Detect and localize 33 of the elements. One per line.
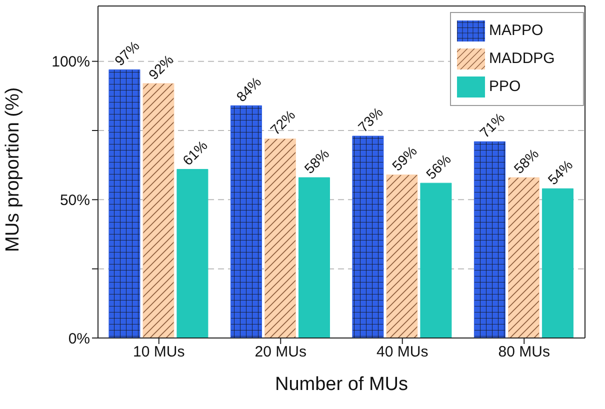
- bar: [508, 177, 540, 338]
- data-label: 97%: [111, 38, 142, 69]
- bar: [264, 138, 296, 338]
- data-label: 71%: [476, 110, 508, 141]
- bar: [176, 168, 208, 338]
- y-tick-label: 50%: [60, 192, 90, 209]
- legend-label: MAPPO: [489, 22, 544, 40]
- x-tick-label: 20 MUs: [254, 344, 306, 361]
- x-tick-label: 10 MUs: [133, 344, 185, 361]
- legend-label: PPO: [489, 78, 521, 96]
- data-label: 72%: [267, 106, 298, 138]
- y-tick-label: 100%: [52, 54, 90, 71]
- data-label: 59%: [388, 142, 420, 174]
- x-tick-label: 80 MUs: [498, 344, 550, 361]
- data-label: 73%: [354, 104, 386, 136]
- bar: [230, 105, 262, 338]
- data-label: 61%: [179, 137, 210, 168]
- y-axis-title: MUs proportion (%): [2, 87, 24, 252]
- data-label: 54%: [544, 156, 576, 188]
- bar: [420, 182, 452, 338]
- x-tick-label: 40 MUs: [376, 344, 428, 361]
- bar: [108, 69, 140, 338]
- x-axis-title: Number of MUs: [274, 374, 408, 395]
- data-label: 84%: [233, 74, 264, 105]
- bar: [352, 136, 384, 338]
- bar: [386, 174, 418, 338]
- data-label: 92%: [145, 51, 176, 83]
- bar: [542, 188, 574, 338]
- bar: [474, 141, 506, 338]
- bar: [298, 177, 330, 338]
- bar: [142, 83, 174, 338]
- legend-label: MADDPG: [489, 50, 555, 68]
- y-tick-label: 0%: [68, 330, 90, 348]
